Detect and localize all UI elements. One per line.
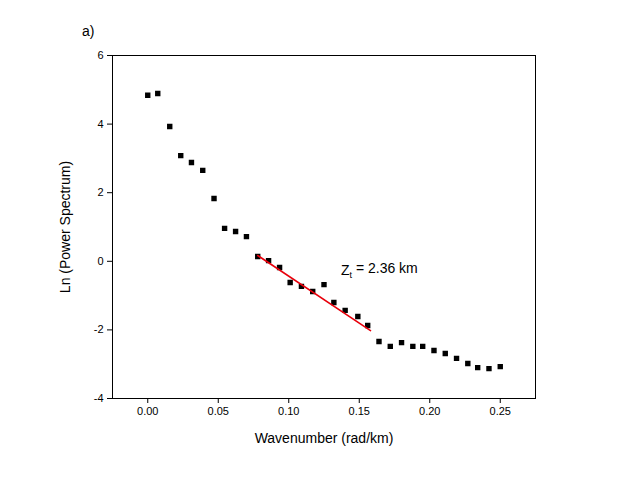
- svg-text:2: 2: [97, 186, 103, 198]
- svg-text:Zt = 2.36 km: Zt = 2.36 km: [341, 260, 418, 280]
- svg-text:Wavenumber (rad/km): Wavenumber (rad/km): [255, 430, 394, 446]
- svg-text:0.20: 0.20: [419, 405, 440, 417]
- svg-text:Ln (Power Spectrum): Ln (Power Spectrum): [57, 161, 73, 293]
- svg-text:0.15: 0.15: [349, 405, 370, 417]
- svg-text:0.25: 0.25: [490, 405, 511, 417]
- svg-text:0.10: 0.10: [278, 405, 299, 417]
- svg-text:6: 6: [97, 49, 103, 61]
- svg-text:4: 4: [97, 118, 103, 130]
- svg-text:0: 0: [97, 255, 103, 267]
- svg-text:-2: -2: [94, 323, 104, 335]
- svg-text:-4: -4: [94, 392, 104, 404]
- svg-text:0.00: 0.00: [137, 405, 158, 417]
- svg-text:a): a): [82, 23, 94, 39]
- svg-text:0.05: 0.05: [208, 405, 229, 417]
